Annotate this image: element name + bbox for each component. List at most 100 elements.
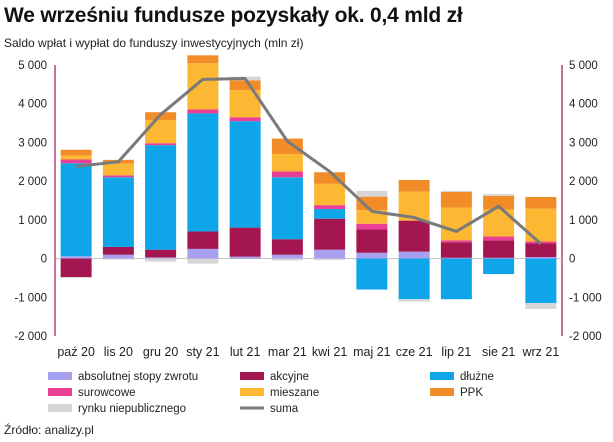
- bar-segment: [145, 143, 177, 146]
- bar-segment: [145, 145, 177, 250]
- y-tick-label-right: 2 000: [569, 176, 598, 188]
- source-note: Źródło: analizy.pl: [4, 423, 94, 437]
- bar-segment: [483, 257, 515, 259]
- x-tick-label: lis 20: [104, 345, 133, 359]
- legend-swatch: [48, 404, 72, 412]
- bar-segment: [483, 258, 515, 275]
- bar-segment: [229, 121, 261, 228]
- bar-segment: [102, 163, 134, 176]
- bar-segment: [398, 299, 430, 302]
- x-tick-label: wrz 21: [521, 345, 559, 359]
- bar-segment: [102, 254, 134, 259]
- bar-segment: [229, 256, 261, 259]
- chart-sum-line: [75, 77, 542, 245]
- sum-line: [75, 77, 542, 245]
- bar-segment: [483, 240, 515, 258]
- bar-segment: [271, 138, 303, 155]
- bar-segment: [314, 172, 346, 184]
- bar-segment: [440, 242, 472, 258]
- bar-segment: [314, 249, 346, 259]
- x-tick-label: mar 21: [268, 345, 307, 359]
- y-tick-label-right: 3 000: [569, 137, 598, 149]
- bar-segment: [483, 193, 515, 196]
- y-tick-label-right: 0: [569, 254, 575, 266]
- bar-segment: [356, 196, 388, 211]
- bar-segment: [356, 190, 388, 197]
- y-tick-label-left: 1 000: [18, 215, 47, 227]
- chart-axes: -2 000 -2 000 -1 000 -1 000 0 0 1 000 1 000 2 00…: [14, 60, 601, 343]
- x-tick-label: paź 20: [57, 345, 95, 359]
- legend-label: dłużne: [460, 371, 494, 383]
- bar-segment: [229, 227, 261, 257]
- bar-segment: [60, 256, 92, 259]
- bar-segment: [145, 258, 177, 262]
- legend-swatch: [430, 388, 454, 396]
- bar-segment: [60, 155, 92, 160]
- legend-label: rynku niepublicznego: [78, 403, 186, 415]
- legend-label: akcyjne: [270, 371, 309, 383]
- bar-segment: [271, 254, 303, 259]
- bar-segment: [102, 175, 134, 178]
- y-tick-label-left: 3 000: [18, 137, 47, 149]
- y-tick-label-left: 5 000: [18, 60, 47, 72]
- bar-segment: [356, 229, 388, 253]
- bar-segment: [525, 257, 557, 259]
- bar-segment: [314, 209, 346, 219]
- bar-segment: [314, 205, 346, 210]
- bar-segment: [60, 258, 92, 278]
- x-tick-label: sie 21: [482, 345, 515, 359]
- bar-segment: [229, 80, 261, 91]
- bar-segment: [187, 248, 219, 259]
- bar-segment: [483, 236, 515, 241]
- bar-segment: [271, 171, 303, 178]
- x-axis-labels: paź 20 lis 20 gru 20 sty 21 lut 21 mar 21 kwi …: [57, 345, 559, 359]
- bar-segment: [187, 231, 219, 249]
- bar-segment: [102, 246, 134, 255]
- y-tick-label-left: 0: [41, 254, 47, 266]
- bar-segment: [356, 223, 388, 230]
- x-tick-label: lip 21: [441, 345, 471, 359]
- y-tick-label-left: 2 000: [18, 176, 47, 188]
- bar-segment: [60, 163, 92, 257]
- bar-segment: [440, 258, 472, 300]
- bar-segment: [314, 218, 346, 250]
- bar-segment: [145, 119, 177, 144]
- legend-swatch: [430, 372, 454, 380]
- chart-bars: [60, 55, 557, 309]
- y-tick-label-right: 4 000: [569, 99, 598, 111]
- bar-segment: [483, 195, 515, 210]
- bar-segment: [356, 252, 388, 259]
- bar-segment: [440, 240, 472, 243]
- y-tick-label-left: 4 000: [18, 99, 47, 111]
- bar-segment: [187, 55, 219, 64]
- bar-segment: [398, 220, 430, 252]
- bar-segment: [398, 258, 430, 300]
- bar-segment: [525, 258, 557, 304]
- bar-segment: [440, 257, 472, 259]
- y-tick-label-left: -2 000: [14, 331, 47, 343]
- bar-segment: [145, 257, 177, 259]
- bar-segment: [271, 177, 303, 240]
- legend-label: suma: [270, 403, 299, 415]
- legend-label: surowcowe: [78, 387, 136, 399]
- x-tick-label: lut 21: [230, 345, 261, 359]
- x-tick-label: cze 21: [396, 345, 433, 359]
- legend-swatch: [240, 388, 264, 396]
- chart-title: We wrześniu fundusze pozyskały ok. 0,4 m…: [4, 4, 463, 27]
- bar-segment: [398, 179, 430, 192]
- bar-segment: [271, 258, 303, 261]
- legend-swatch: [48, 388, 72, 396]
- legend-swatch: [48, 372, 72, 380]
- bar-segment: [187, 258, 219, 264]
- bar-segment: [187, 109, 219, 114]
- bar-segment: [398, 251, 430, 259]
- bar-segment: [525, 197, 557, 209]
- bar-segment: [314, 258, 346, 261]
- x-tick-label: gru 20: [143, 345, 178, 359]
- bar-segment: [314, 183, 346, 206]
- bar-segment: [145, 249, 177, 258]
- bar-segment: [356, 258, 388, 290]
- bar-segment: [271, 154, 303, 172]
- y-tick-label-right: -2 000: [569, 331, 602, 343]
